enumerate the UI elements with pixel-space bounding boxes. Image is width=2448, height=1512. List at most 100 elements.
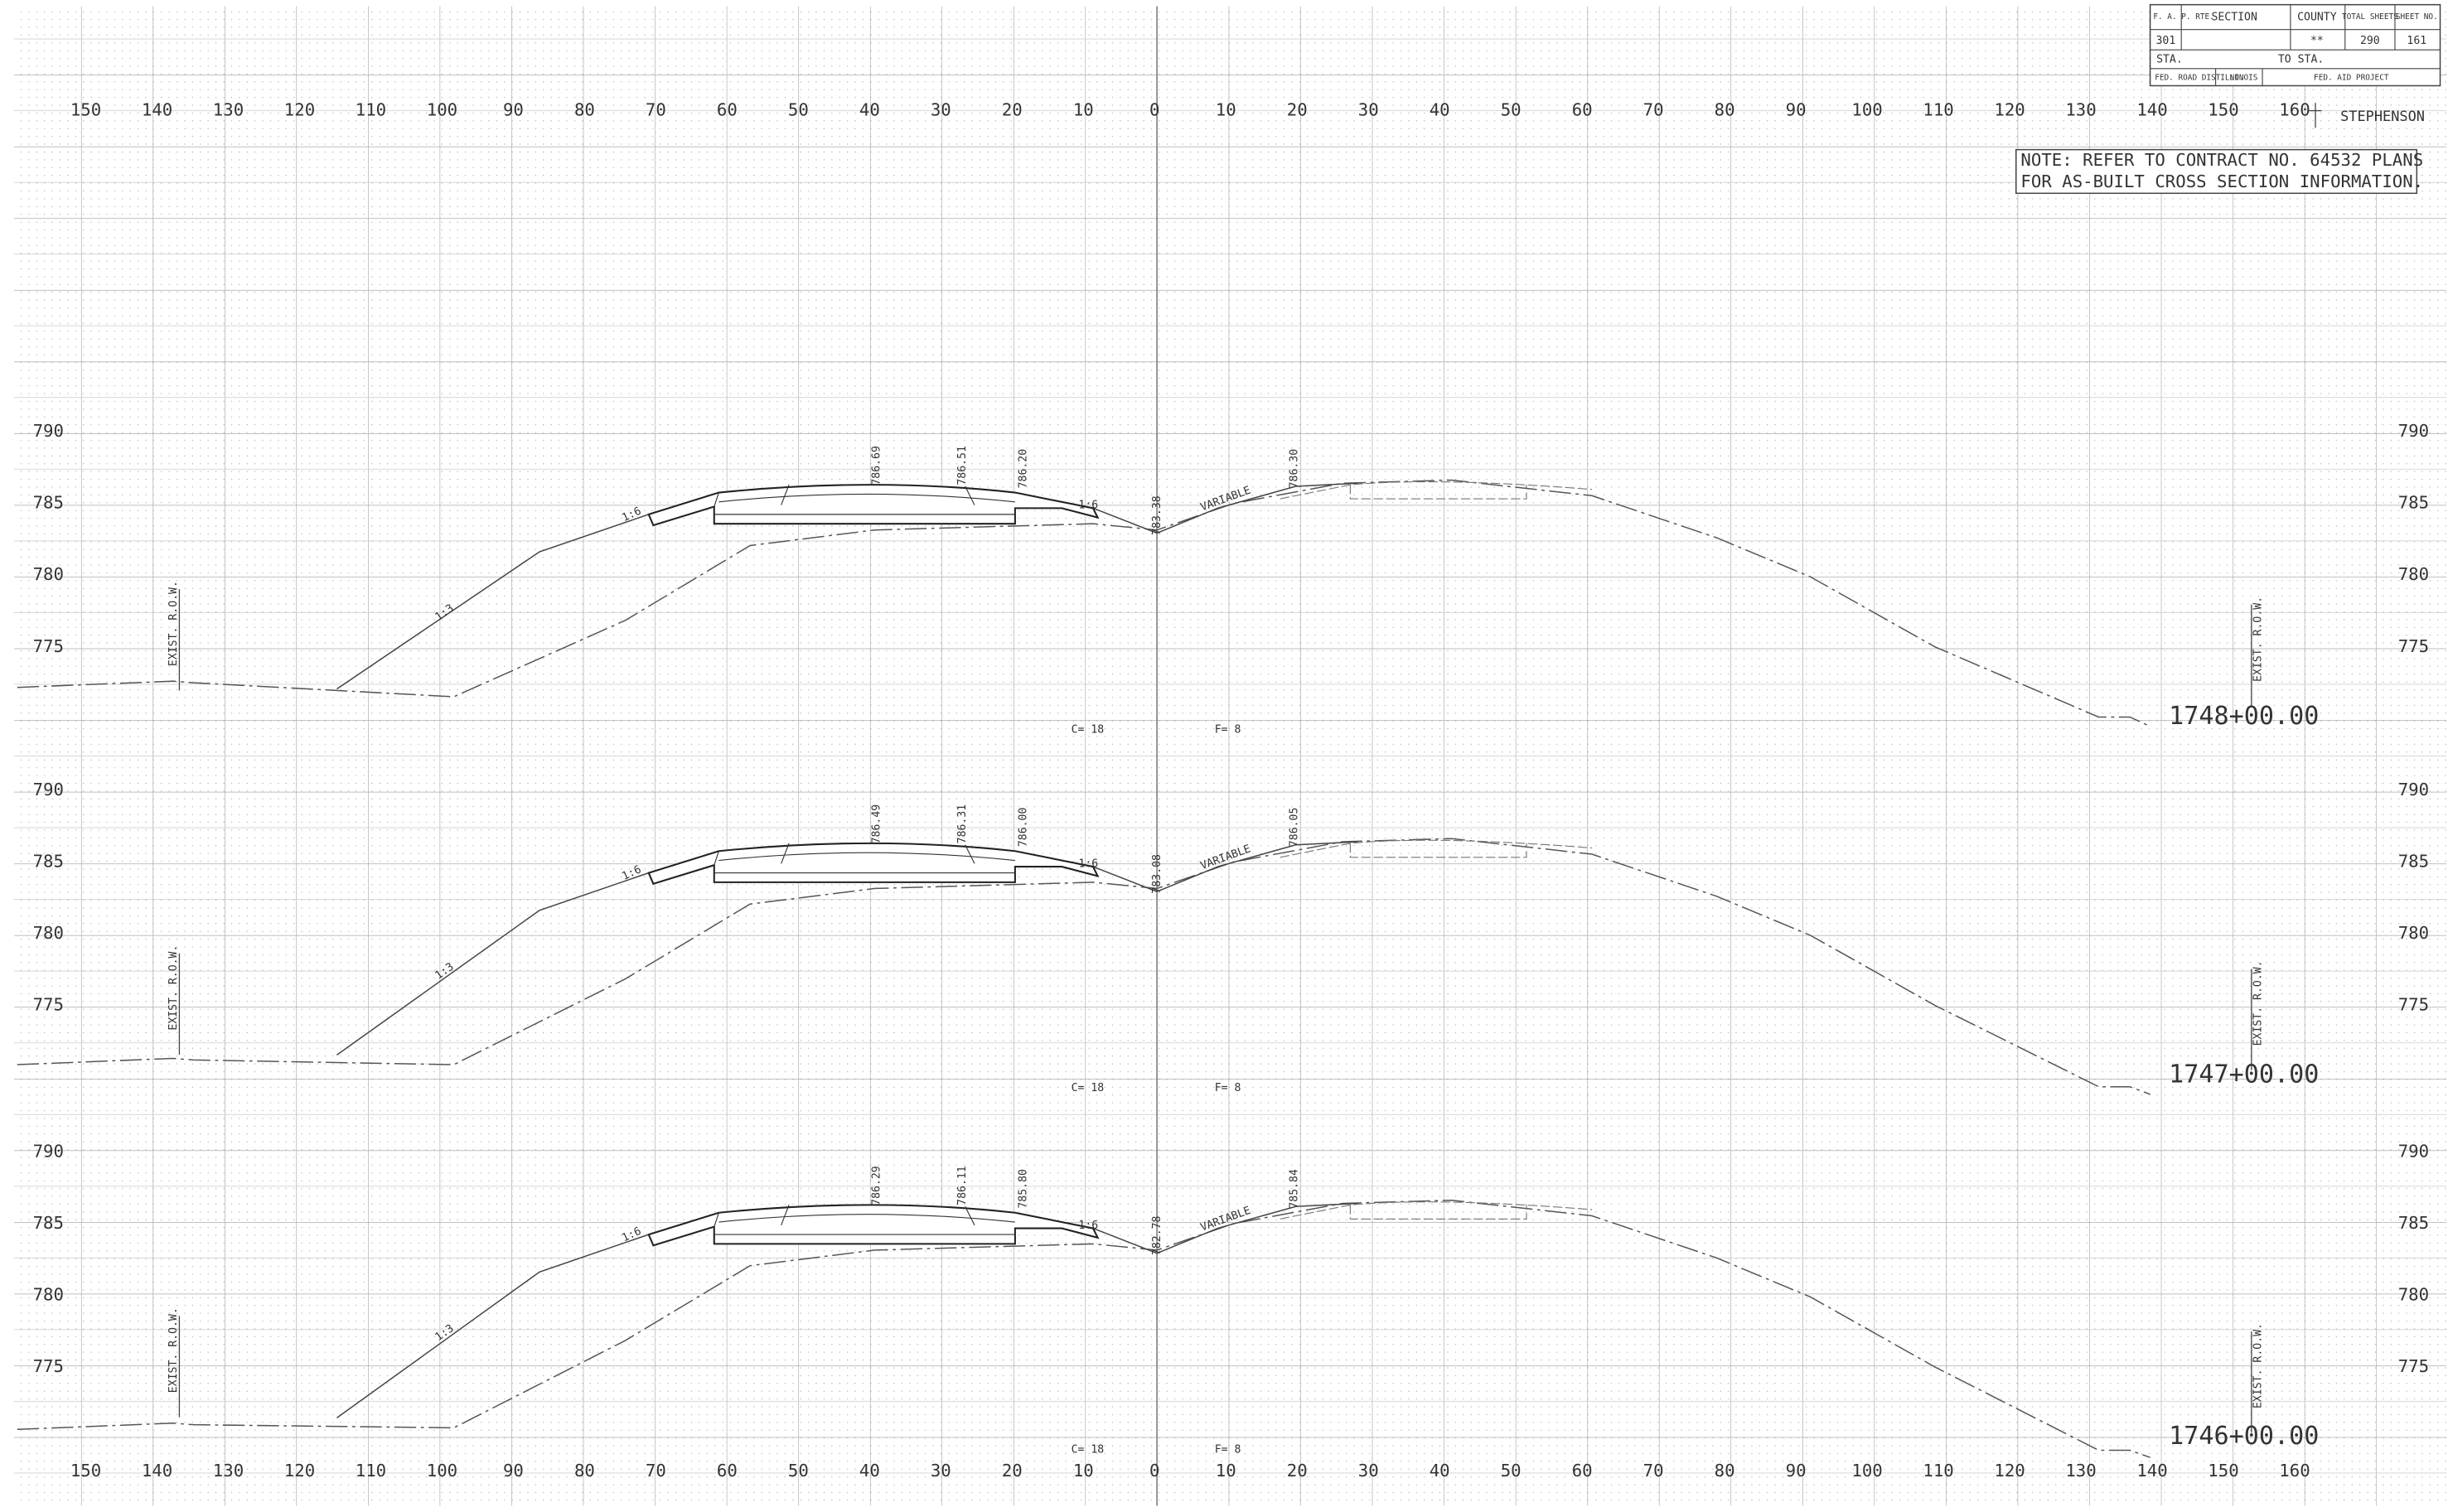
- station-label: 1748+00.00: [2169, 702, 2319, 731]
- title-block: F. A. P. RTE. SECTION COUNTY TOTAL SHEET…: [2149, 3, 2441, 87]
- offset-label: 10: [1216, 1461, 1236, 1481]
- grade-label: 783.08: [1151, 854, 1164, 894]
- note-line: NOTE: REFER TO CONTRACT NO. 64532 PLANS: [2020, 150, 2423, 170]
- grade-label: 785.84: [1289, 1169, 1301, 1209]
- offset-label: 0: [1149, 100, 1159, 120]
- grade-label: 782.78: [1151, 1215, 1164, 1255]
- pavement-detail: [714, 484, 1015, 515]
- project-label: FED. AID PROJECT: [2314, 74, 2389, 83]
- offset-label: 50: [788, 1461, 809, 1481]
- pavement-detail: [714, 843, 1015, 874]
- offset-label: 140: [142, 100, 172, 120]
- offset-label: 10: [1216, 100, 1236, 120]
- elevation-label: 785: [2398, 851, 2429, 871]
- offset-label: 90: [503, 100, 524, 120]
- future-pavement: [1280, 481, 1593, 500]
- row-label: EXIST. R.O.W.: [2252, 1323, 2264, 1408]
- offset-label: 50: [1501, 1461, 1522, 1481]
- proposed-slope: [336, 514, 649, 690]
- elevation-label: 775: [2398, 1356, 2429, 1376]
- to-sta-label: TO STA.: [2278, 53, 2324, 65]
- elevation-label: 785: [2398, 1213, 2429, 1233]
- offset-label: 0: [1149, 1461, 1159, 1481]
- offset-label: 70: [1643, 1461, 1664, 1481]
- offset-label: 40: [859, 1461, 880, 1481]
- offset-label: 140: [2136, 100, 2167, 120]
- elevation-label: 780: [33, 923, 64, 943]
- note-line: FOR AS-BUILT CROSS SECTION INFORMATION.: [2020, 171, 2423, 191]
- offset-label: 70: [646, 100, 666, 120]
- offset-label: 80: [574, 1461, 595, 1481]
- grade-label: 786.05: [1289, 808, 1301, 848]
- offset-label: 110: [356, 1461, 386, 1481]
- offset-label: 60: [1572, 100, 1593, 120]
- elevation-label: 785: [2398, 493, 2429, 513]
- state: ILLINOIS: [2220, 74, 2258, 83]
- elevation-label: 785: [33, 493, 64, 513]
- total-sheets: 290: [2360, 35, 2380, 47]
- offset-label: 100: [427, 100, 457, 120]
- offset-label: 130: [2065, 100, 2096, 120]
- offset-label: 160: [2279, 1461, 2310, 1481]
- elevation-label: 785: [33, 1213, 64, 1233]
- elevation-label: 790: [2398, 421, 2429, 441]
- section-label: SECTION: [2211, 12, 2257, 24]
- offset-label: 160: [2279, 100, 2310, 120]
- ditch: [1092, 841, 1358, 892]
- offset-label: 120: [284, 1461, 315, 1481]
- centerline-symbol: [2309, 103, 2322, 128]
- future-pavement: [1280, 1201, 1593, 1220]
- sheet-no-label: SHEET NO.: [2396, 12, 2438, 22]
- ditch: [1092, 1202, 1358, 1254]
- row-label: EXIST. R.O.W.: [2252, 960, 2264, 1046]
- pavement-detail: [714, 1205, 1015, 1235]
- proposed-slope: [336, 1234, 649, 1418]
- grade-label: 783.38: [1151, 495, 1164, 535]
- elevation-label: 780: [33, 1284, 64, 1304]
- offset-label: 20: [1287, 100, 1308, 120]
- offset-label: 80: [1715, 100, 1735, 120]
- elevation-label: 775: [33, 1356, 64, 1376]
- cut-label: C= 18: [1072, 724, 1105, 737]
- future-pavement: [1280, 839, 1593, 858]
- sheet-no: 161: [2407, 35, 2426, 47]
- elevation-label: 780: [2398, 923, 2429, 943]
- title-block-frame: [2149, 3, 2441, 87]
- grade-label: 785.80: [1017, 1169, 1029, 1209]
- district-label: FED. ROAD DIST. NO.: [2155, 74, 2243, 83]
- slope-label: 1:6: [1078, 500, 1098, 512]
- elevation-label: 775: [2398, 995, 2429, 1015]
- offset-label: 90: [503, 1461, 524, 1481]
- elevation-label: 775: [2398, 636, 2429, 656]
- slope-label: 1:6: [1078, 857, 1098, 870]
- grade-label: 786.00: [1017, 808, 1029, 848]
- elevation-label: 785: [33, 851, 64, 871]
- offset-label: 10: [1073, 1461, 1094, 1481]
- offset-label: 20: [1287, 1461, 1308, 1481]
- elevation-label: 780: [2398, 1284, 2429, 1304]
- offset-label: 110: [356, 100, 386, 120]
- proposed-slope: [336, 872, 649, 1056]
- row-label: EXIST. R.O.W.: [167, 581, 180, 666]
- grade-label: 786.11: [956, 1166, 969, 1205]
- grade-label: 786.31: [956, 804, 969, 844]
- elevation-label: 790: [33, 421, 64, 441]
- elevation-label: 775: [33, 995, 64, 1015]
- elevation-label: 790: [33, 1141, 64, 1161]
- row-label: EXIST. R.O.W.: [167, 1307, 180, 1393]
- offset-label: 150: [2208, 100, 2238, 120]
- elevation-label: 780: [33, 564, 64, 584]
- elevation-label: 790: [2398, 780, 2429, 799]
- offset-label: 140: [142, 1461, 172, 1481]
- elevation-label: 790: [33, 780, 64, 799]
- note-frame: [2015, 148, 2418, 195]
- cut-label: C= 18: [1072, 1444, 1105, 1456]
- offset-label: 40: [859, 100, 880, 120]
- offset-label: 30: [931, 1461, 951, 1481]
- offset-label: 70: [1643, 100, 1664, 120]
- station-label: 1746+00.00: [2169, 1422, 2319, 1451]
- grade-label: 786.30: [1289, 449, 1301, 489]
- fill-label: F= 8: [1215, 1444, 1241, 1456]
- pavement: [647, 484, 1100, 527]
